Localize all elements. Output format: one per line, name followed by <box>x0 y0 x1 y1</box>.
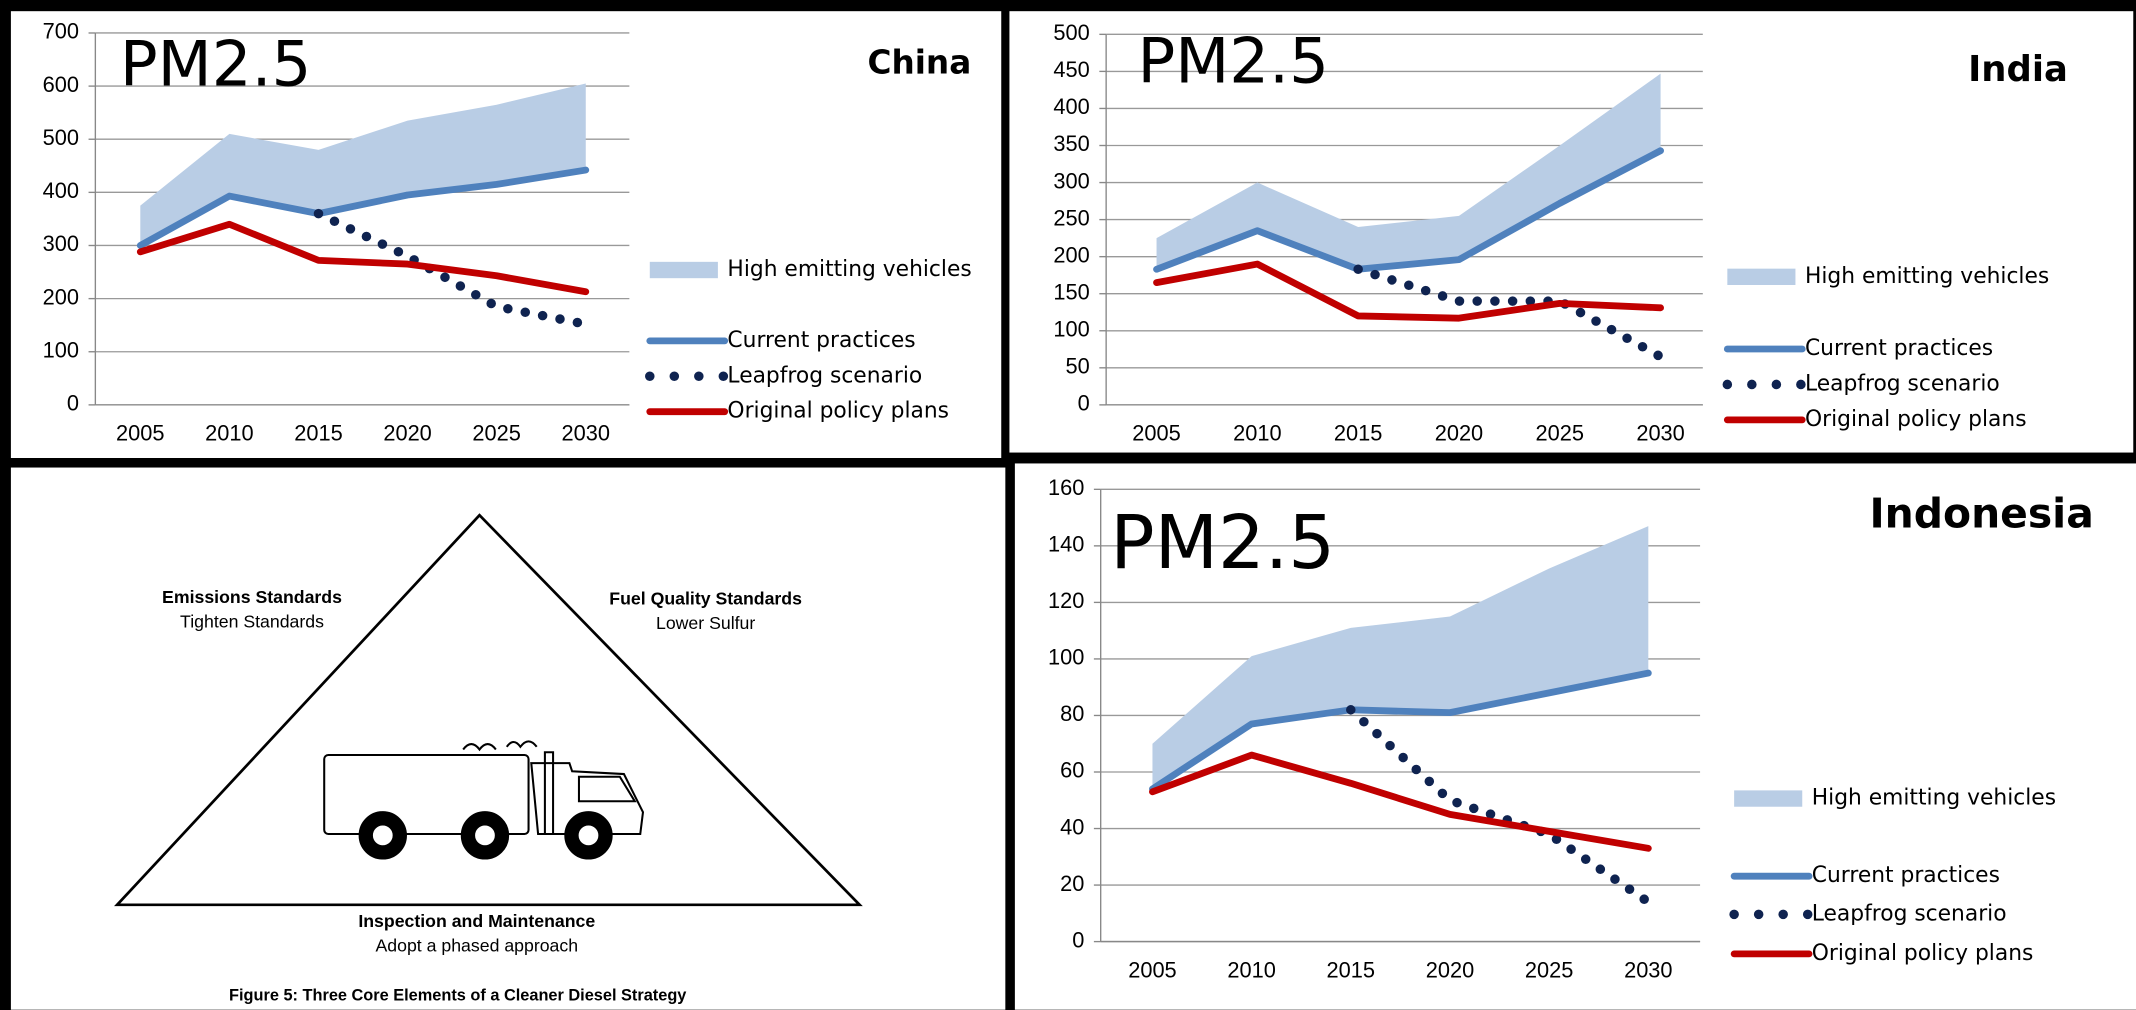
y-tick-label: 450 <box>1053 57 1089 82</box>
y-tick-label: 140 <box>1048 532 1084 557</box>
x-tick-label: 2015 <box>294 421 342 446</box>
y-tick-label: 350 <box>1053 131 1089 156</box>
y-tick-label: 500 <box>43 125 79 150</box>
y-tick-label: 200 <box>43 284 79 309</box>
page: Emissions Standards Tighten Standards Fu… <box>0 0 2136 1010</box>
y-tick-label: 20 <box>1060 871 1084 896</box>
legend-label: Current practices <box>1805 336 1993 361</box>
chart-title: Indonesia <box>1869 490 2093 538</box>
y-tick-label: 0 <box>67 391 79 416</box>
y-tick-label: 600 <box>43 72 79 97</box>
corner-subtitle: Adopt a phased approach <box>375 936 578 956</box>
y-tick-label: 300 <box>43 231 79 256</box>
y-tick-label: 100 <box>43 337 79 362</box>
x-tick-label: 2005 <box>116 421 164 446</box>
y-tick-label: 60 <box>1060 758 1084 783</box>
y-tick-label: 50 <box>1066 354 1090 379</box>
x-tick-label: 2030 <box>1636 421 1684 446</box>
legend-label: Original policy plans <box>727 399 949 424</box>
annotation: PM2.5 <box>1110 501 1335 586</box>
legend-label: Original policy plans <box>1812 941 2034 966</box>
corner-title: Inspection and Maintenance <box>358 911 595 931</box>
annotation: PM2.5 <box>1137 25 1329 98</box>
x-tick-label: 2020 <box>1426 957 1474 982</box>
legend-label: High emitting vehicles <box>727 257 971 282</box>
x-tick-label: 2025 <box>1536 421 1584 446</box>
x-tick-label: 2005 <box>1132 421 1180 446</box>
legend-label: Leapfrog scenario <box>1805 371 2000 396</box>
x-tick-label: 2015 <box>1334 421 1382 446</box>
chart-title: China <box>867 43 971 81</box>
x-tick-label: 2015 <box>1327 957 1375 982</box>
chart-title: India <box>1968 49 2068 90</box>
y-tick-label: 100 <box>1048 645 1084 670</box>
y-tick-label: 300 <box>1053 168 1089 193</box>
corner-subtitle: Tighten Standards <box>180 612 324 632</box>
x-tick-label: 2030 <box>1624 957 1672 982</box>
annotation: PM2.5 <box>120 27 312 100</box>
x-tick-label: 2010 <box>1233 421 1281 446</box>
x-tick-label: 2025 <box>1525 957 1573 982</box>
legend-label: High emitting vehicles <box>1805 264 2049 289</box>
legend-swatch <box>650 262 718 278</box>
y-tick-label: 200 <box>1053 242 1089 267</box>
legend-label: Leapfrog scenario <box>1812 901 2007 926</box>
caption: Figure 5: Three Core Elements of a Clean… <box>229 986 686 1004</box>
y-tick-label: 0 <box>1078 391 1090 416</box>
y-tick-label: 80 <box>1060 701 1084 726</box>
y-tick-label: 250 <box>1053 205 1089 230</box>
legend-label: Leapfrog scenario <box>727 363 922 388</box>
corner-title: Emissions Standards <box>162 587 342 607</box>
y-tick-label: 400 <box>43 178 79 203</box>
x-tick-label: 2005 <box>1128 957 1176 982</box>
corner-subtitle: Lower Sulfur <box>656 613 755 633</box>
x-tick-label: 2025 <box>472 421 520 446</box>
y-tick-label: 500 <box>1053 20 1089 45</box>
x-tick-label: 2010 <box>205 421 253 446</box>
legend-swatch <box>1734 790 1802 806</box>
y-tick-label: 100 <box>1053 317 1089 342</box>
x-tick-label: 2020 <box>1435 421 1483 446</box>
y-tick-label: 400 <box>1053 94 1089 119</box>
legend-label: Original policy plans <box>1805 407 2027 432</box>
legend-swatch <box>1727 269 1795 285</box>
legend-label: High emitting vehicles <box>1812 786 2056 811</box>
y-tick-label: 700 <box>43 19 79 44</box>
x-tick-label: 2020 <box>383 421 431 446</box>
legend-label: Current practices <box>1812 863 2000 888</box>
corner-title: Fuel Quality Standards <box>609 588 802 608</box>
y-tick-label: 0 <box>1072 927 1084 952</box>
y-tick-label: 40 <box>1060 814 1084 839</box>
x-tick-label: 2030 <box>562 421 610 446</box>
dashboard: Emissions Standards Tighten Standards Fu… <box>0 0 2136 1010</box>
y-tick-label: 160 <box>1048 475 1084 500</box>
x-tick-label: 2010 <box>1227 957 1275 982</box>
y-tick-label: 150 <box>1053 279 1089 304</box>
y-tick-label: 120 <box>1048 588 1084 613</box>
legend-label: Current practices <box>727 328 915 353</box>
